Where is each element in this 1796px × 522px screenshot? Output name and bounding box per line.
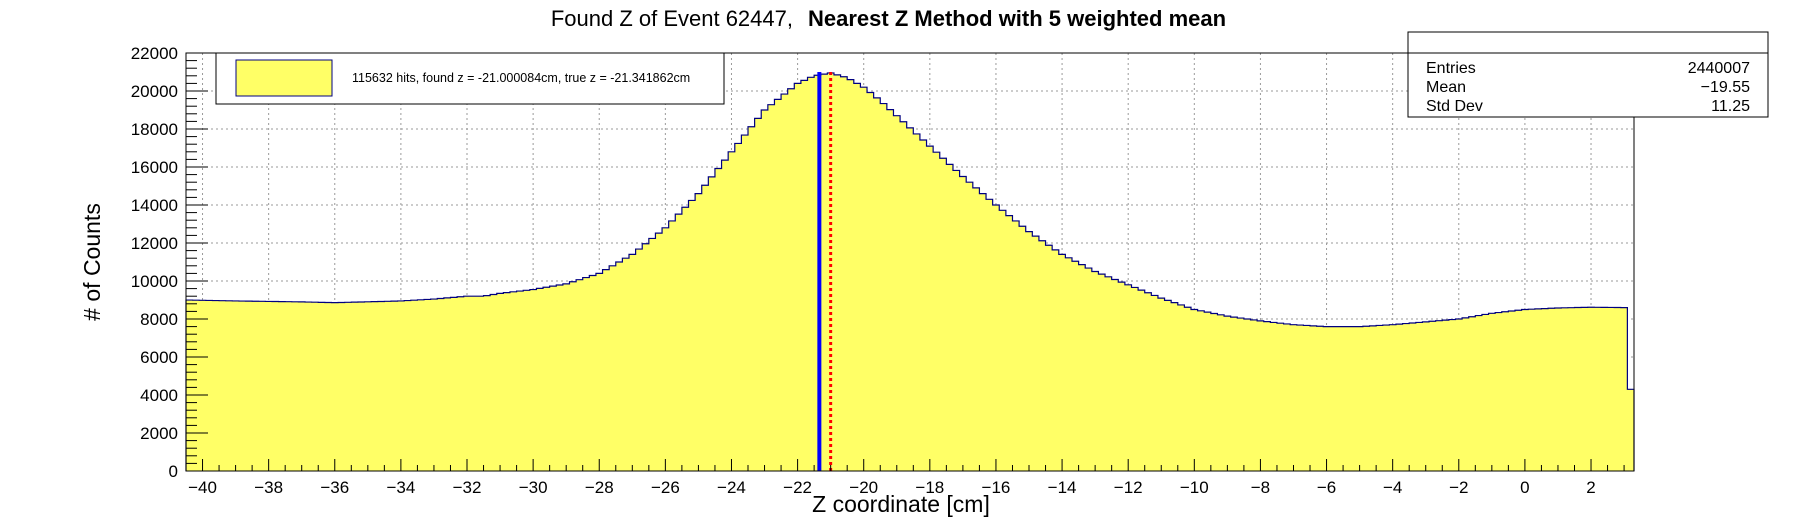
- x-tick-label: 2: [1586, 478, 1595, 497]
- stats-value: 2440007: [1688, 60, 1750, 77]
- stats-label: Entries: [1426, 60, 1476, 77]
- x-tick-label: −10: [1180, 478, 1209, 497]
- x-tick-label: −14: [1048, 478, 1077, 497]
- x-tick-label: −16: [982, 478, 1011, 497]
- legend: 115632 hits, found z = -21.000084cm, tru…: [215, 52, 725, 105]
- legend-entry: 115632 hits, found z = -21.000084cm, tru…: [352, 71, 690, 85]
- x-tick-label: −6: [1317, 478, 1336, 497]
- stats-value: −19.55: [1701, 79, 1750, 96]
- x-tick-label: −18: [915, 478, 944, 497]
- x-tick-label: −2: [1449, 478, 1468, 497]
- chart-title-bold: Nearest Z Method with 5 weighted mean: [808, 6, 1226, 31]
- plot-frame: [185, 52, 1635, 472]
- y-axis: 0 2000 4000 6000 8000 10000 12000 14000 16000 180…: [131, 44, 208, 481]
- y-tick-label: 10000: [131, 272, 178, 291]
- y-tick-label: 14000: [131, 196, 178, 215]
- x-tick-label: −26: [651, 478, 680, 497]
- x-tick-label: −38: [254, 478, 283, 497]
- x-tick-label: −8: [1251, 478, 1270, 497]
- y-tick-label: 22000: [131, 44, 178, 63]
- x-tick-label: −12: [1114, 478, 1143, 497]
- y-tick-label: 16000: [131, 158, 178, 177]
- x-tick-label: −36: [320, 478, 349, 497]
- stats-label: Mean: [1426, 79, 1466, 96]
- y-tick-label: 20000: [131, 82, 178, 101]
- x-tick-label: 0: [1520, 478, 1529, 497]
- chart-title: Found Z of Event 62447,: [551, 6, 793, 31]
- x-tick-label: −32: [453, 478, 482, 497]
- y-tick-label: 6000: [140, 348, 178, 367]
- x-tick-label: −22: [783, 478, 812, 497]
- y-tick-label: 2000: [140, 424, 178, 443]
- stats-box-frame: [1407, 31, 1769, 118]
- histogram-outline: [185, 72, 1635, 471]
- y-tick-label: 4000: [140, 386, 178, 405]
- stats-box: Entries 2440007 Mean −19.55 Std Dev 11.25: [1407, 31, 1769, 118]
- x-tick-label: −30: [519, 478, 548, 497]
- y-tick-label: 12000: [131, 234, 178, 253]
- x-tick-label: −34: [386, 478, 415, 497]
- x-tick-label: −4: [1383, 478, 1402, 497]
- legend-swatch: [235, 59, 333, 97]
- x-axis-title: Z coordinate [cm]: [812, 491, 990, 517]
- x-tick-label: −28: [585, 478, 614, 497]
- histogram-fill: [186, 72, 1634, 471]
- x-tick-label: −20: [849, 478, 878, 497]
- y-tick-label: 8000: [140, 310, 178, 329]
- y-tick-label: 18000: [131, 120, 178, 139]
- x-tick-label: −40: [188, 478, 217, 497]
- stats-value: 11.25: [1711, 98, 1750, 115]
- x-axis: −40 −38 −36 −34 −32 −30 −28 −26 −24 −22 −20 −18 −16−…: [185, 459, 1625, 497]
- x-tick-label: −24: [717, 478, 746, 497]
- y-axis-title: # of Counts: [79, 203, 105, 321]
- stats-label: Std Dev: [1426, 98, 1483, 115]
- y-tick-label: 0: [169, 462, 178, 481]
